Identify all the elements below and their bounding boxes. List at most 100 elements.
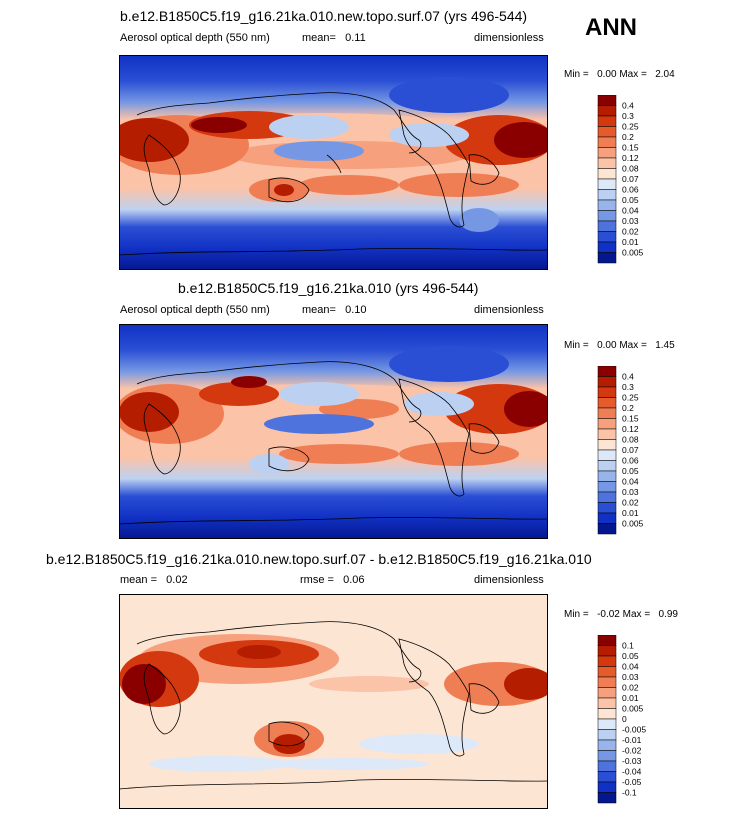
panel-3-mean: mean = 0.02 [120,574,188,586]
colorbar-swatch [597,199,617,211]
coastlines [119,92,548,256]
panel-3-units: dimensionless [474,574,544,586]
colorbar-tick-label: 0.03 [622,216,639,226]
colorbar-swatch [597,386,617,398]
colorbar-tick-label: 0.005 [622,519,644,529]
colorbar-swatch [597,771,617,783]
panel-3-min-value: -0.02 [597,609,620,620]
panel-1-mean-value: 0.11 [345,32,366,44]
colorbar-tick-label: 0.12 [622,153,639,163]
colorbar-swatch [597,95,617,106]
panel-3-minmax: Min = -0.02 Max = 0.99 [564,609,678,620]
panel-3-rmse-value: 0.06 [343,574,365,586]
colorbar-swatch [597,718,617,730]
colorbar-swatch [597,708,617,720]
colorbar-swatch [597,760,617,772]
colorbar-swatch [597,635,617,646]
colorbar-tick-label: -0.005 [622,725,646,735]
colorbar-tick-label: 0.2 [622,403,634,413]
colorbar-swatch [597,502,617,514]
colorbar-swatch [597,449,617,461]
colorbar-tick-label: 0.01 [622,237,639,247]
colorbar-swatch [597,147,617,159]
panel-2-mean-value: 0.10 [345,304,367,316]
panel-2-minmax: Min = 0.00 Max = 1.45 [564,340,675,351]
panel-3-max-value: 0.99 [658,609,678,620]
colorbar-swatch [597,460,617,472]
colorbar-tick-label: -0.03 [622,756,642,766]
colorbar-swatch [597,231,617,243]
colorbar-tick-label: 0.05 [622,466,639,476]
colorbar-swatch [597,676,617,688]
colorbar-swatch [597,252,617,264]
colorbar-swatch [597,666,617,678]
colorbar-swatch [597,439,617,451]
colorbar-tick-label: 0.06 [622,456,639,466]
colorbar-tick-label: -0.04 [622,767,642,777]
panel-1-min-value: 0.00 [597,69,617,80]
colorbar-swatch [597,512,617,524]
panel-2-map [119,324,548,539]
panel-1-max-value: 2.04 [655,69,675,80]
colorbar-swatch [597,697,617,709]
colorbar-swatch [597,366,617,377]
colorbar-tick-label: 0.07 [622,445,639,455]
panel-1-colorbar: 0.40.30.250.20.150.120.080.070.060.050.0… [597,95,644,264]
colorbar-tick-label: 0.02 [622,683,639,693]
colorbar-swatch [597,376,617,388]
colorbar-tick-label: 0 [622,714,627,724]
colorbar-tick-label: 0.25 [622,122,639,132]
colorbar-tick-label: -0.1 [622,788,637,798]
panel-1-min-label: Min = [564,69,589,80]
aerosol-plumes [119,346,548,474]
colorbar-swatch [597,523,617,535]
panel-3-min-label: Min = [564,609,589,620]
colorbar-swatch [597,729,617,741]
colorbar-tick-label: 0.08 [622,164,639,174]
panel-1-variable: Aerosol optical depth (550 nm) [120,32,270,44]
colorbar-tick-label: 0.04 [622,206,639,216]
panel-2-min-value: 0.00 [597,340,617,351]
map-frame [119,324,548,539]
colorbar-swatches [597,366,617,535]
panel-1-units: dimensionless [474,32,544,44]
season-label: ANN [585,14,637,41]
colorbar-swatch [597,105,617,117]
colorbar-tick-label: 0.2 [622,132,634,142]
colorbar-labels: 0.10.050.040.030.020.010.0050-0.005-0.01… [622,641,646,798]
panel-1-minmax: Min = 0.00 Max = 2.04 [564,69,675,80]
colorbar-swatch [597,418,617,430]
colorbar-swatch [597,481,617,493]
panel-3-rmse-label: rmse = [300,574,334,586]
colorbar-swatch [597,750,617,762]
aerosol-plumes [119,77,548,232]
panel-2-min-label: Min = [564,340,589,351]
colorbar-swatches [597,95,617,264]
colorbar-tick-label: 0.15 [622,414,639,424]
colorbar-tick-label: 0.05 [622,195,639,205]
panel-1-title: b.e12.B1850C5.f19_g16.21ka.010.new.topo.… [120,8,528,24]
colorbar-tick-label: 0.4 [622,372,634,382]
panel-1-mean-label: mean= [302,32,336,44]
colorbar-tick-label: 0.12 [622,424,639,434]
panel-2-mean: mean= 0.10 [302,304,367,316]
colorbar-swatch [597,241,617,253]
panel-3-rmse: rmse = 0.06 [300,574,365,586]
colorbar-tick-label: 0.04 [622,477,639,487]
colorbar-tick-label: 0.4 [622,101,634,111]
panel-3-mean-value: 0.02 [166,574,188,586]
colorbar-tick-label: 0.08 [622,435,639,445]
panel-2-colorbar: 0.40.30.250.20.150.120.080.070.060.050.0… [597,366,644,535]
panel-3-title: b.e12.B1850C5.f19_g16.21ka.010.new.topo.… [46,551,592,567]
colorbar-swatch [597,136,617,148]
panel-3-mean-label: mean = [120,574,157,586]
colorbar-tick-label: 0.01 [622,693,639,703]
difference-field [119,634,548,772]
colorbar-tick-label: 0.02 [622,227,639,237]
colorbar-swatch [597,115,617,127]
colorbar-swatch [597,491,617,503]
colorbar-swatch [597,792,617,804]
colorbar-tick-label: 0.05 [622,651,639,661]
colorbar-tick-label: 0.25 [622,393,639,403]
colorbar-swatch [597,189,617,201]
